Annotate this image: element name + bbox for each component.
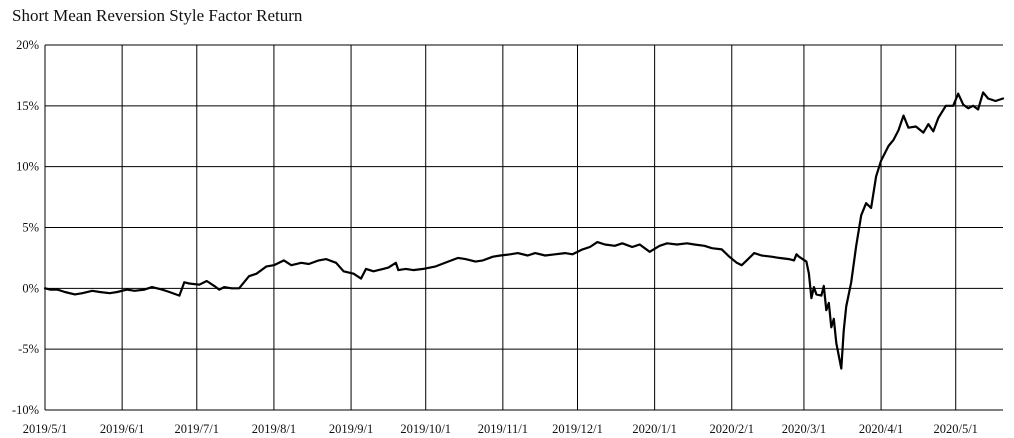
grid-lines [44,44,1003,411]
x-tick-label: 2019/10/1 [400,422,451,436]
x-tick-label: 2019/7/1 [175,422,219,436]
x-tick-label: 2020/4/1 [859,422,903,436]
x-tick-label: 2020/5/1 [933,422,977,436]
x-tick-label: 2019/12/1 [552,422,603,436]
x-tick-label: 2019/6/1 [100,422,144,436]
x-tick-label: 2019/8/1 [252,422,296,436]
y-tick-label: 0% [22,281,39,295]
series-line [43,91,1005,370]
x-axis-ticks: 2019/5/1 2019/6/1 2019/7/1 2019/8/1 2019/9/1… [23,422,978,436]
x-tick-label: 2019/5/1 [23,422,67,436]
y-tick-label: 20% [16,38,39,52]
x-tick-label: 2020/3/1 [782,422,826,436]
chart-title: Short Mean Reversion Style Factor Return [12,6,303,25]
series-layer [43,91,1005,370]
y-tick-label: -5% [18,342,39,356]
y-axis-ticks: 20% 15% 10% 5% 0% -5% -10% [12,38,39,417]
y-tick-label: 15% [16,99,39,113]
y-tick-label: 5% [22,221,39,235]
x-tick-label: 2019/9/1 [329,422,373,436]
y-tick-label: 10% [16,160,39,174]
y-tick-label: -10% [12,403,39,417]
x-tick-label: 2019/11/1 [478,422,528,436]
x-tick-label: 2020/1/1 [632,422,676,436]
x-tick-label: 2020/2/1 [710,422,754,436]
